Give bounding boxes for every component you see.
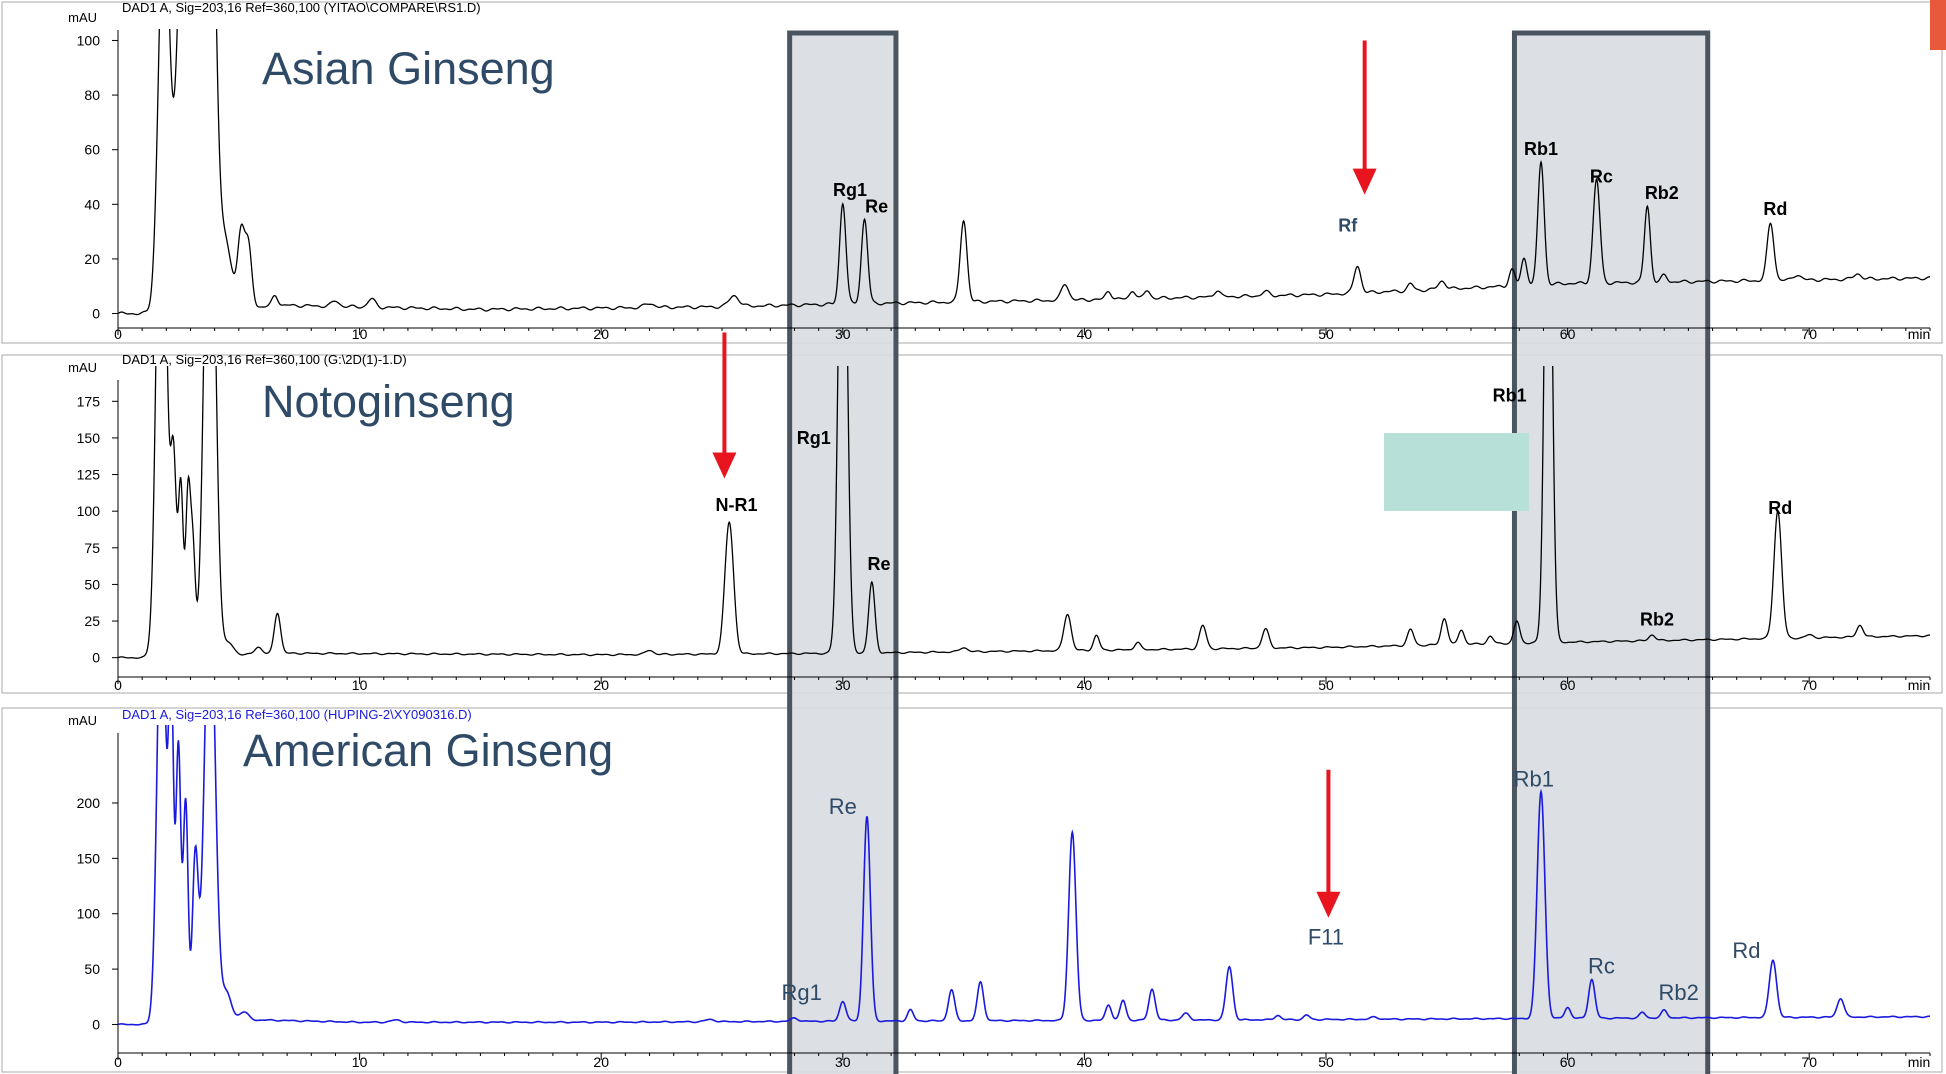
chromatogram-trace xyxy=(118,29,1930,316)
teal-label-box xyxy=(1383,433,1529,511)
panel-title: American Ginseng xyxy=(243,725,613,776)
x-tick-label: 0 xyxy=(114,1054,122,1070)
x-tick-label: 60 xyxy=(1560,1054,1576,1070)
x-tick-label: 40 xyxy=(1077,326,1093,342)
y-tick-label: 175 xyxy=(77,393,101,409)
peak-label: Rd xyxy=(1732,938,1760,963)
peak-label: Re xyxy=(868,554,891,574)
panel-header: DAD1 A, Sig=203,16 Ref=360,100 (HUPING-2… xyxy=(122,707,472,722)
peak-label: Rc xyxy=(1590,166,1613,186)
peak-label: Rb2 xyxy=(1645,183,1679,203)
y-tick-label: 0 xyxy=(92,306,100,322)
panel-frame-3 xyxy=(1,707,1943,1073)
panel-header: DAD1 A, Sig=203,16 Ref=360,100 (YITAO\CO… xyxy=(122,0,481,15)
x-tick-label: 10 xyxy=(352,1054,368,1070)
x-tick-label: 20 xyxy=(593,677,609,693)
y-tick-label: 150 xyxy=(77,850,101,866)
red-arrow xyxy=(1352,40,1377,195)
peak-label: Rd xyxy=(1768,498,1792,518)
y-tick-label: 60 xyxy=(84,142,100,158)
highlight-region-1 xyxy=(787,30,899,1074)
x-tick-label: 60 xyxy=(1560,677,1576,693)
peak-label: Rb1 xyxy=(1493,385,1527,405)
chromatogram-trace xyxy=(118,725,1930,1026)
peak-label: F11 xyxy=(1308,925,1344,950)
y-tick-label: 100 xyxy=(77,32,101,48)
y-tick-label: 50 xyxy=(84,576,100,592)
y-tick-label: 125 xyxy=(77,467,101,483)
y-axis-unit: mAU xyxy=(68,10,97,25)
x-tick-label: 20 xyxy=(593,326,609,342)
x-tick-label: 50 xyxy=(1318,326,1334,342)
peak-label: Rg1 xyxy=(833,180,867,200)
y-tick-label: 100 xyxy=(77,906,101,922)
x-tick-label: 0 xyxy=(114,677,122,693)
y-tick-label: 25 xyxy=(84,613,100,629)
x-tick-label: 30 xyxy=(835,1054,851,1070)
x-tick-label: 30 xyxy=(835,326,851,342)
y-tick-label: 0 xyxy=(92,650,100,666)
peak-label: Rb2 xyxy=(1659,980,1699,1005)
y-tick-label: 50 xyxy=(84,961,100,977)
peak-label: Re xyxy=(865,197,888,217)
panel-title: Notoginseng xyxy=(262,376,515,427)
highlight-regions xyxy=(787,30,1711,1074)
y-axis-unit: mAU xyxy=(68,713,97,728)
x-axis-unit: min xyxy=(1908,1054,1931,1070)
y-tick-label: 20 xyxy=(84,251,100,267)
x-tick-label: 40 xyxy=(1077,677,1093,693)
y-tick-label: 150 xyxy=(77,430,101,446)
x-tick-label: 20 xyxy=(593,1054,609,1070)
x-tick-label: 50 xyxy=(1318,677,1334,693)
y-tick-label: 0 xyxy=(92,1016,100,1032)
peak-label: Rb1 xyxy=(1514,766,1554,791)
peak-label: N-R1 xyxy=(715,495,757,515)
corner-tab xyxy=(1930,0,1946,50)
red-arrow xyxy=(712,332,737,479)
y-tick-label: 75 xyxy=(84,540,100,556)
chromatogram-panel-2: DAD1 A, Sig=203,16 Ref=360,100 (G:\2D(1)… xyxy=(68,352,1931,693)
y-tick-label: 40 xyxy=(84,196,100,212)
y-tick-label: 200 xyxy=(77,795,101,811)
highlight-region-2 xyxy=(1511,30,1711,1074)
chromatogram-panel-1: DAD1 A, Sig=203,16 Ref=360,100 (YITAO\CO… xyxy=(68,0,1931,342)
y-tick-label: 100 xyxy=(77,503,101,519)
peak-label: Rg1 xyxy=(782,980,822,1005)
peak-label: Re xyxy=(829,794,857,819)
peak-label: Rb1 xyxy=(1524,139,1558,159)
panel-frame-1 xyxy=(1,1,1943,344)
arrows xyxy=(712,40,1377,918)
chromatogram-panel-3: DAD1 A, Sig=203,16 Ref=360,100 (HUPING-2… xyxy=(68,707,1931,1070)
red-arrow xyxy=(1316,769,1341,918)
x-tick-label: 40 xyxy=(1077,1054,1093,1070)
x-tick-label: 10 xyxy=(352,326,368,342)
x-tick-label: 70 xyxy=(1801,677,1817,693)
panel-title: Asian Ginseng xyxy=(262,43,555,94)
peak-label: Rg1 xyxy=(797,428,831,448)
peak-label: Rc xyxy=(1588,954,1615,979)
panel-frame-2 xyxy=(1,354,1943,694)
x-tick-label: 60 xyxy=(1560,326,1576,342)
y-axis-unit: mAU xyxy=(68,360,97,375)
x-tick-label: 50 xyxy=(1318,1054,1334,1070)
y-tick-label: 80 xyxy=(84,87,100,103)
x-tick-label: 10 xyxy=(352,677,368,693)
x-tick-label: 70 xyxy=(1801,326,1817,342)
peak-label: Rb2 xyxy=(1640,609,1674,629)
peak-label: Rd xyxy=(1763,199,1787,219)
x-axis-unit: min xyxy=(1908,677,1931,693)
peak-label: Rf xyxy=(1338,216,1358,236)
x-axis-unit: min xyxy=(1908,326,1931,342)
chromatogram-trace xyxy=(118,366,1930,659)
x-tick-label: 0 xyxy=(114,326,122,342)
x-tick-label: 70 xyxy=(1801,1054,1817,1070)
panel-header: DAD1 A, Sig=203,16 Ref=360,100 (G:\2D(1)… xyxy=(122,352,407,367)
x-tick-label: 30 xyxy=(835,677,851,693)
